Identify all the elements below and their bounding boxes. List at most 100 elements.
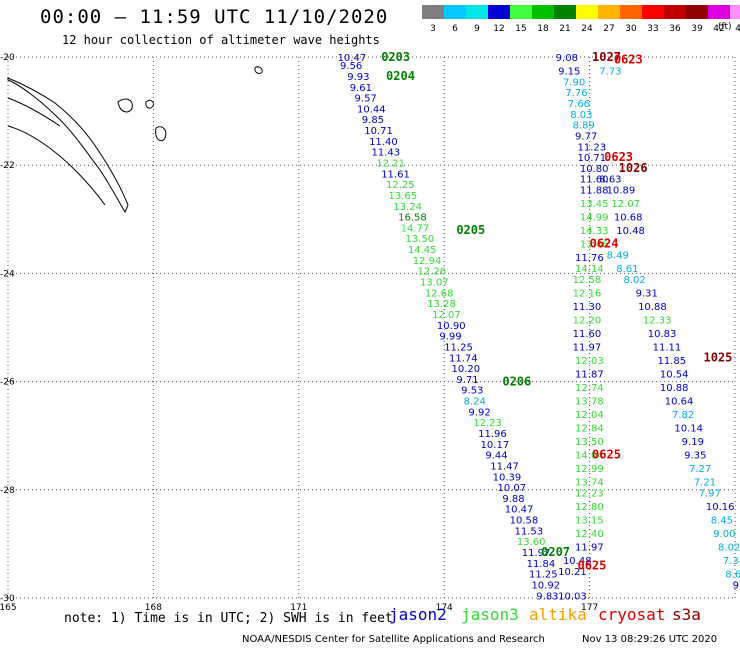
legend-swatch [554, 5, 576, 19]
swh-value: 9.88 [502, 494, 524, 505]
legend-bin: 45 [730, 5, 740, 35]
swh-value: 8.45 [711, 516, 733, 527]
swh-value: 11.84 [527, 559, 556, 570]
swh-value: 14.33 [580, 226, 609, 237]
swh-value: 9.00 [713, 529, 735, 540]
legend-label: 15 [515, 24, 527, 34]
swh-value: 10.47 [505, 505, 534, 516]
swh-value: 13.15 [575, 516, 604, 527]
swh-value: 9.77 [575, 131, 597, 142]
legend-bin: 18 [532, 5, 554, 35]
time-label: 0625 [577, 559, 606, 573]
swh-value: 8.03 [570, 110, 592, 121]
swh-value: 9.08 [556, 53, 578, 64]
legend-bin: 36 [664, 5, 686, 35]
time-label: 1027 [592, 50, 621, 64]
swh-value: 11.97 [573, 342, 602, 353]
swh-value: 12.23 [575, 489, 604, 500]
swh-value: 11.11 [653, 342, 682, 353]
swh-value: 13.50 [405, 234, 434, 245]
swh-value: 11.87 [575, 369, 604, 380]
swh-value: 12.74 [575, 383, 604, 394]
swh-value: 11.23 [577, 142, 606, 153]
swh-value: 12.07 [611, 199, 640, 210]
swh-value: 10.54 [660, 369, 689, 380]
walpole-island [254, 66, 263, 74]
swh-value: 9.19 [682, 437, 704, 448]
footer-note: note: 1) Time is in UTC; 2) SWH is in fe… [64, 611, 393, 626]
swh-value: 12.99 [575, 464, 604, 475]
lat-label: -28 [0, 486, 15, 496]
page-subtitle: 12 hour collection of altimeter wave hei… [62, 33, 380, 47]
legend-unit: (ft) [718, 22, 732, 32]
swh-value: 14.77 [401, 223, 430, 234]
legend-bin: 21 [554, 5, 576, 35]
legend-swatch [598, 5, 620, 19]
legend-label: 27 [603, 24, 615, 34]
track-a: 10.479.569.939.619.5710.449.8510.7111.40… [338, 50, 561, 602]
loyalty-island-3 [155, 126, 167, 142]
swh-value: 11.74 [449, 353, 478, 364]
legend-bin: 30 [620, 5, 642, 35]
swh-value: 12.33 [643, 315, 672, 326]
swh-value: 11.88 [580, 186, 609, 197]
swh-value: 10.83 [648, 329, 677, 340]
swh-value: 9.93 [347, 72, 369, 83]
legend-bin: 27 [598, 5, 620, 35]
swh-value: 7.73 [599, 67, 621, 78]
swh-value: 7.82 [672, 410, 694, 421]
lat-label: -26 [0, 378, 15, 388]
reef-outline [7, 97, 61, 127]
swh-value: 9.9 [733, 580, 740, 591]
swh-value: 10.71 [364, 126, 393, 137]
swh-value: 10.92 [531, 580, 560, 591]
swh-value: 8.02 [718, 543, 740, 554]
swh-value: 13.78 [575, 397, 604, 408]
swh-value: 10.64 [665, 397, 694, 408]
legend-label: 3 [430, 24, 436, 34]
time-label: 0207 [541, 545, 570, 559]
swh-value: 12.16 [573, 288, 602, 299]
swh-value: 11.61 [381, 169, 410, 180]
new-caledonia-inner [7, 125, 106, 206]
legend-swatch [422, 5, 444, 19]
generated-time: Nov 13 08:29:26 UTC 2020 [582, 634, 718, 645]
loyalty-island-1 [117, 98, 133, 113]
swh-value: 10.71 [577, 153, 606, 164]
swh-value: 11.43 [372, 148, 401, 159]
swh-value: 10.17 [481, 440, 510, 451]
credit-line: NOAA/NESDIS Center for Satellite Applica… [242, 634, 545, 645]
swh-value: 7.90 [563, 77, 585, 88]
swh-value: 12.84 [575, 424, 604, 435]
time-label: 0623 [614, 53, 643, 67]
color-legend: 36912151821242730333639424570 [422, 5, 740, 35]
swh-value: 13.07 [420, 278, 449, 289]
swh-value: 10.20 [451, 364, 480, 375]
legend-label: 9 [474, 24, 480, 34]
swh-value: 10.90 [437, 321, 466, 332]
time-label: 0206 [502, 375, 531, 389]
swh-value: 9.56 [340, 61, 362, 72]
legend-swatch [466, 5, 488, 19]
legend-bin: 39 [686, 5, 708, 35]
legend-label: 18 [537, 24, 549, 34]
time-label: 0625 [592, 448, 621, 462]
legend-bin: 12 [488, 5, 510, 35]
lat-label: -30 [0, 594, 15, 604]
swh-value: 11.60 [580, 175, 609, 186]
page-title: 00:00 – 11:59 UTC 11/10/2020 [40, 6, 389, 28]
swh-value: 7.27 [689, 464, 711, 475]
swh-value: 14.45 [408, 245, 437, 256]
swh-value: 16.58 [398, 213, 427, 224]
swh-value: 14.99 [580, 213, 609, 224]
swh-value: 10.58 [510, 516, 539, 527]
coastline [7, 66, 263, 214]
legend-label: 36 [669, 24, 681, 34]
legend-swatch [444, 5, 466, 19]
time-label: 0623 [604, 150, 633, 164]
swh-value: 11.76 [575, 253, 604, 264]
legend-swatch [708, 5, 730, 19]
